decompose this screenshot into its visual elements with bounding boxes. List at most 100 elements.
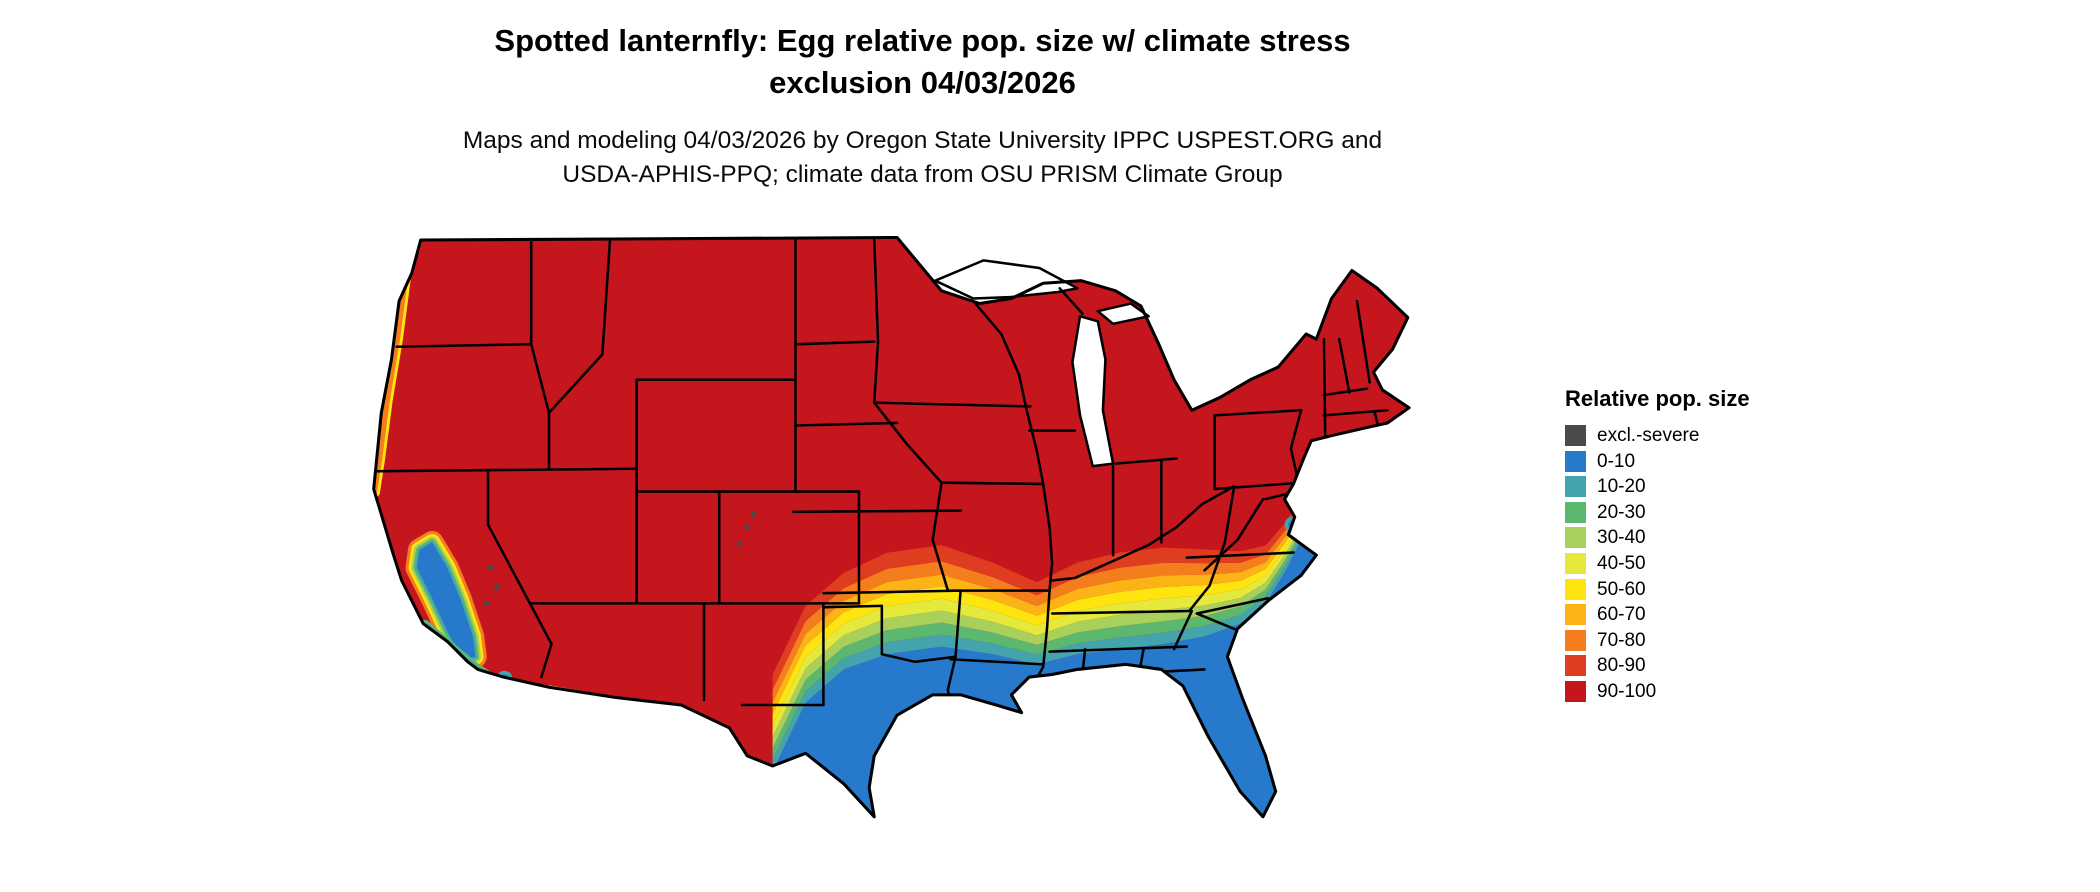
legend-item: 40-50 (1565, 552, 1895, 574)
map-title-line1: Spotted lanternfly: Egg relative pop. si… (494, 23, 1351, 58)
legend-label: 50-60 (1597, 578, 1646, 600)
legend-swatch (1565, 578, 1586, 600)
legend-item: 80-90 (1565, 655, 1895, 677)
state-border-line (1322, 387, 1369, 397)
legend-label: excl.-severe (1597, 425, 1700, 446)
state-border-line (1203, 497, 1265, 572)
legend-swatch (1565, 629, 1586, 651)
state-border-line (1322, 337, 1327, 437)
state-border-line (1048, 645, 1189, 653)
legend-label: 10-20 (1597, 476, 1646, 498)
transition-band (772, 499, 1317, 714)
legend-swatch (1565, 655, 1586, 677)
legend-swatch (1565, 450, 1586, 472)
legend-item: 10-20 (1565, 476, 1895, 498)
legend-swatch (1565, 604, 1586, 626)
legend-label: 70-80 (1597, 629, 1646, 651)
state-border-line (1213, 408, 1303, 417)
map-container (300, 222, 1545, 892)
legend-item: 60-70 (1565, 604, 1895, 626)
legend-swatch (1565, 501, 1586, 523)
state-border-line (1195, 612, 1242, 633)
state-border-line (1172, 609, 1194, 651)
map-title: Spotted lanternfly: Egg relative pop. si… (0, 20, 1845, 104)
excl-severe-speck (744, 524, 750, 530)
legend-label: 30-40 (1597, 527, 1646, 549)
legend-label: 80-90 (1597, 655, 1646, 677)
map-fill-regions (373, 237, 1410, 817)
state-border-line (1289, 408, 1303, 484)
state-border-line (794, 421, 899, 427)
excl-severe-speck (736, 540, 743, 547)
transition-band (772, 494, 1317, 703)
state-border-line (972, 299, 1028, 412)
state-border-line (1195, 597, 1270, 615)
excl-severe-speck (494, 584, 500, 590)
legend-label: 20-30 (1597, 501, 1646, 523)
state-border-line (872, 238, 880, 404)
legend-label: 40-50 (1597, 552, 1646, 574)
state-border-line (395, 342, 533, 349)
state-border-line (1337, 337, 1351, 394)
map-subtitle: Maps and modeling 04/03/2026 by Oregon S… (0, 124, 1845, 192)
state-border-line (1050, 485, 1236, 582)
transition-band (772, 504, 1317, 726)
state-border-line (791, 509, 962, 514)
state-border-line (949, 657, 1045, 666)
state-border-line (1050, 609, 1191, 615)
state-borders (374, 238, 1389, 719)
legend-label: 0-10 (1597, 450, 1636, 472)
legend-item: 0-10 (1565, 450, 1895, 472)
legend-swatch (1565, 552, 1586, 574)
state-border-line (940, 481, 1045, 486)
state-border-line (1322, 408, 1389, 417)
map-title-line2: exclusion 04/03/2026 (769, 65, 1076, 100)
state-border-line (822, 604, 884, 609)
map-subtitle-line2: USDA-APHIS-PPQ; climate data from OSU PR… (562, 161, 1283, 188)
legend-swatch (1565, 425, 1586, 446)
state-border-line (1114, 457, 1178, 465)
california-valley (416, 542, 476, 660)
state-border-line (1185, 551, 1295, 559)
legend-item: 90-100 (1565, 680, 1895, 702)
legend-label: 90-100 (1597, 680, 1657, 702)
lake (1096, 302, 1150, 326)
legend-items: excl.-severe 0-10 10-20 20-30 30-40 40-50 50-6… (1565, 425, 1895, 702)
state-border-line (872, 401, 1032, 408)
region-90-100 (373, 237, 1410, 817)
state-border-line (486, 468, 553, 679)
legend-item: 50-60 (1565, 578, 1895, 600)
lake (1071, 314, 1115, 468)
transition-band (772, 508, 1317, 737)
legend-item: excl.-severe (1565, 425, 1895, 446)
transition-band (772, 488, 1317, 690)
us-map (372, 235, 1411, 819)
state-border-line (872, 401, 943, 484)
state-border-line (822, 589, 962, 595)
state-border-line (1213, 481, 1303, 491)
legend: Relative pop. size excl.-severe 0-10 10-20… (1565, 386, 1895, 707)
state-border-line (931, 481, 950, 592)
state-border-line (1355, 299, 1371, 384)
great-lakes (933, 259, 1150, 468)
legend-swatch (1565, 476, 1586, 498)
map-subtitle-line1: Maps and modeling 04/03/2026 by Oregon S… (462, 127, 1383, 154)
legend-title: Relative pop. size (1565, 386, 1750, 411)
legend-item: 30-40 (1565, 527, 1895, 549)
state-border-line (374, 467, 638, 473)
state-border-line (954, 589, 962, 658)
state-border-line (880, 652, 957, 664)
excl-severe-speck (750, 511, 757, 518)
legend-item: 20-30 (1565, 501, 1895, 523)
legend-swatch (1565, 680, 1586, 702)
state-border-line (1188, 487, 1236, 613)
us-outline (372, 235, 1411, 819)
lake (933, 259, 1079, 300)
excl-severe-speck (483, 600, 490, 607)
legend-item: 70-80 (1565, 629, 1895, 651)
state-border-line (547, 238, 612, 415)
state-border-line (1058, 287, 1084, 315)
state-border-line (796, 340, 876, 346)
legend-label: 60-70 (1597, 604, 1646, 626)
excl-severe-speck (487, 565, 494, 571)
